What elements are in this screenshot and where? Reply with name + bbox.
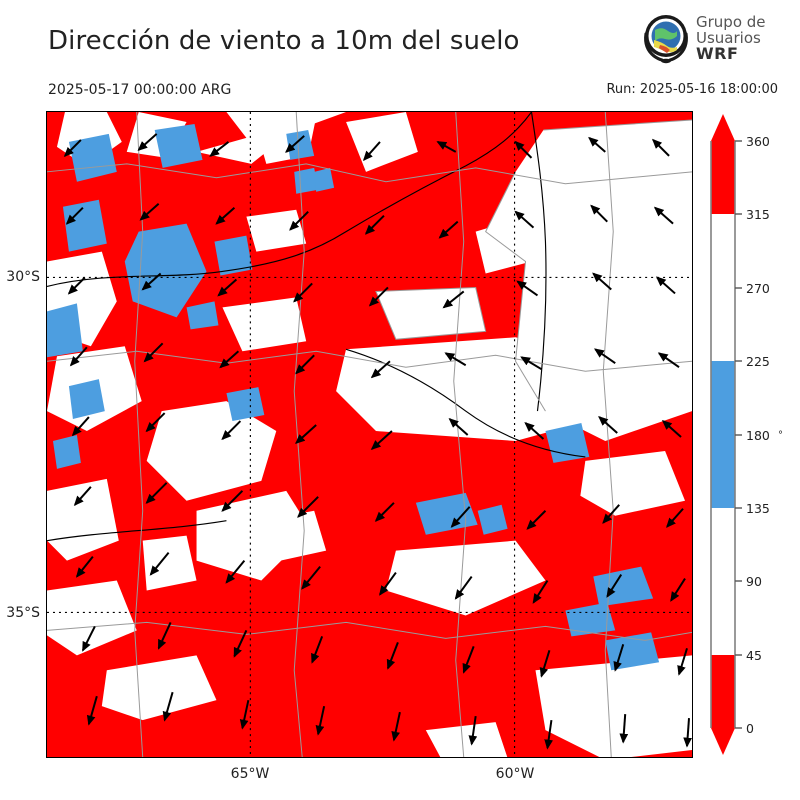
colorbar-tick-45: 45 <box>746 648 762 663</box>
colorbar-unit-label: ° <box>778 430 783 441</box>
lat-label-35s: 35°S <box>6 605 40 621</box>
lat-label-30s: 30°S <box>6 269 40 285</box>
colorbar-tick-135: 135 <box>746 501 770 516</box>
colorbar-tick-0: 0 <box>746 721 754 736</box>
logo-line-3: WRF <box>696 44 739 63</box>
wind-arrows <box>63 133 692 750</box>
colorbar-tick-90: 90 <box>746 574 762 589</box>
colorbar-tick-180: 180 <box>746 428 770 443</box>
page-title: Dirección de viento a 10m del suelo <box>48 26 520 56</box>
run-time-label: Run: 2025-05-16 18:00:00 <box>606 82 778 97</box>
lon-label-60w: 60°W <box>495 766 535 782</box>
blue-direction-band <box>47 123 660 671</box>
logo-line-2: Usuarios <box>696 29 761 47</box>
lon-label-65w: 65°W <box>230 766 270 782</box>
colorbar[interactable]: 0 45 90 135 180 225 270 315 360 ° <box>706 110 800 760</box>
wind-direction-field <box>47 112 692 757</box>
map-plot-area[interactable] <box>46 111 693 758</box>
colorbar-tick-270: 270 <box>746 281 770 296</box>
logo-line-1: Grupo de <box>696 13 766 31</box>
colorbar-gradient <box>710 114 742 755</box>
wrf-user-group-logo: Grupo de Usuarios WRF <box>640 12 792 70</box>
globe-emblem-icon <box>644 15 688 64</box>
country-borders <box>47 112 586 542</box>
colorbar-tick-315: 315 <box>746 207 770 222</box>
colorbar-tick-360: 360 <box>746 134 770 149</box>
colorbar-tick-225: 225 <box>746 354 770 369</box>
valid-time-label: 2025-05-17 00:00:00 ARG <box>48 82 232 98</box>
